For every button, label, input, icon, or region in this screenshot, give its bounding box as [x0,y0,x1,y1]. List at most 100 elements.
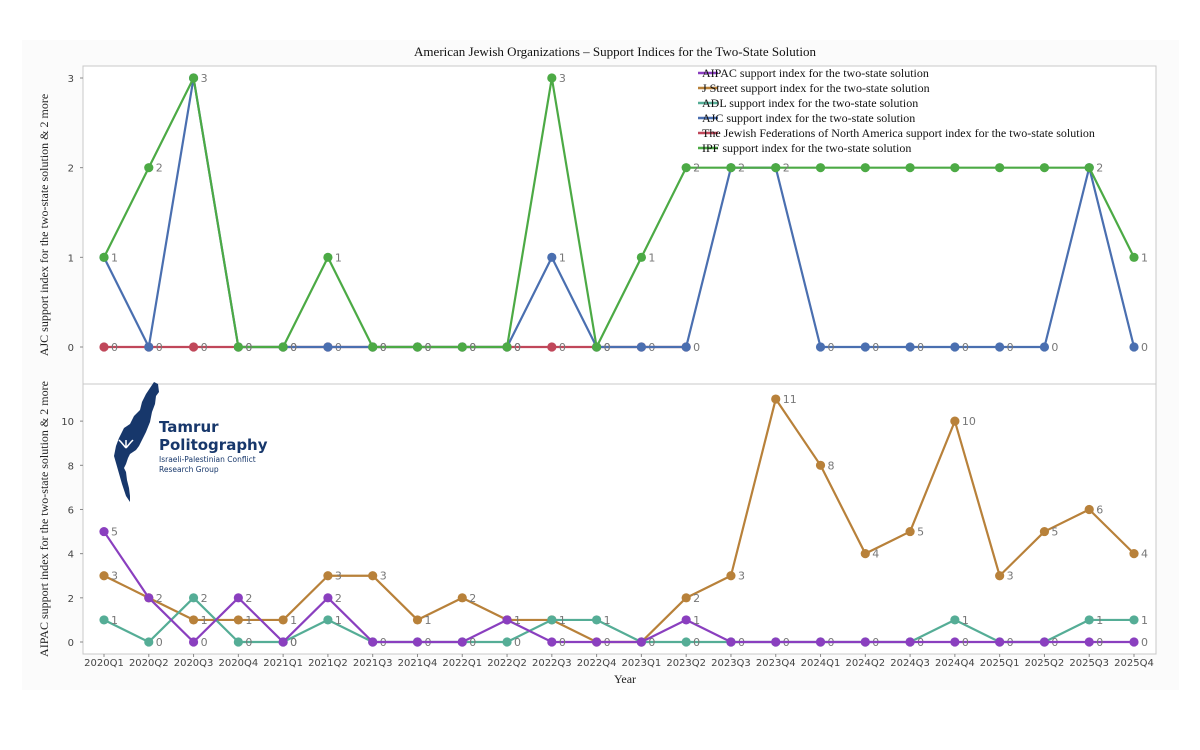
x-tick-label: 2022Q4 [577,658,617,669]
top-y-axis-title: AJC support index for the two-state solu… [37,94,51,356]
x-tick-label: 2022Q2 [487,658,527,669]
legend-entry: AJC support index for the two-state solu… [702,111,915,125]
data-label: 0 [469,341,476,354]
bottom-y-tick-label: 4 [68,550,74,561]
x-tick-label: 2023Q1 [622,658,662,669]
legend-entry: The Jewish Federations of North America … [702,126,1095,140]
x-tick-label: 2022Q3 [532,658,572,669]
data-point [771,163,781,173]
top-y-tick-label: 3 [68,74,74,85]
data-label: 0 [201,341,208,354]
data-label: 1 [1141,614,1148,627]
data-point [99,526,109,537]
data-point [950,615,960,625]
x-tick-label: 2021Q4 [398,658,438,669]
data-point [1084,163,1094,173]
legend: AIPAC support index for the two-state so… [698,66,1095,155]
data-label: 2 [156,592,163,605]
x-tick-label: 2022Q1 [442,658,482,669]
bottom-y-axis-title: AIPAC support index for the two-state so… [37,381,51,657]
data-label: 3 [111,570,118,583]
data-point [412,342,423,352]
data-point [592,342,602,352]
data-point [905,163,915,173]
bottom-y-tick-label: 8 [68,461,74,472]
series-line [103,76,1135,349]
data-label: 1 [559,614,566,627]
data-point [323,252,333,262]
data-label: 2 [783,162,790,175]
data-point [99,342,109,352]
data-label: 0 [111,341,118,354]
top-y-tick-label: 0 [68,343,74,354]
data-point [681,342,691,352]
data-point [457,342,467,352]
data-label: 0 [424,341,431,354]
data-point [412,615,423,625]
data-label: 0 [156,636,163,649]
data-point [368,342,378,352]
data-point [636,637,646,647]
data-label: 0 [290,636,297,649]
data-point [1084,615,1094,625]
x-tick-label: 2020Q3 [174,658,214,669]
data-point [1039,526,1050,537]
x-tick-label: 2024Q4 [935,658,975,669]
series-line [103,530,1134,644]
data-point [860,163,870,173]
data-label: 0 [962,636,969,649]
x-tick-label: 2021Q2 [308,658,348,669]
data-point [950,163,960,173]
data-point [950,416,960,426]
data-point [1129,549,1139,559]
series-top-2: 1 2 3 0 0 1 0 0 0 0 3 0 1 2 2 2 2 1 [99,72,1148,354]
data-point [144,342,154,352]
data-label: 1 [648,251,655,264]
data-point [99,615,109,625]
data-label: 0 [559,341,566,354]
x-tick-label: 2024Q3 [890,658,930,669]
data-label: 0 [469,636,476,649]
data-label: 6 [1096,503,1103,516]
data-label: 0 [559,636,566,649]
data-label: 0 [604,341,611,354]
data-point [905,342,915,352]
top-y-tick-label: 1 [68,253,74,264]
data-point [681,615,691,625]
x-tick-label: 2021Q3 [353,658,393,669]
data-point [144,593,154,603]
data-point [547,342,557,352]
data-label: 3 [380,570,387,583]
data-label: 0 [828,341,835,354]
data-label: 2 [156,162,163,175]
data-label: 0 [1096,636,1103,649]
legend-entry: ADL support index for the two-state solu… [702,96,918,110]
data-point [995,342,1005,352]
data-point [233,615,243,625]
data-point [99,571,109,581]
data-point [636,342,646,352]
data-label: 0 [872,341,879,354]
x-tick-label: 2025Q1 [980,658,1020,669]
data-label: 2 [335,592,342,605]
data-point [815,342,826,352]
data-point [1084,637,1094,647]
top-plot-area [82,65,1157,385]
data-point [457,637,467,647]
bottom-y-tick-label: 6 [68,505,74,516]
legend-entry: J Street support index for the two-state… [702,81,930,95]
data-point [726,571,736,581]
israel-map-icon [114,382,159,502]
bottom-y-tick-label: 10 [61,417,74,428]
data-label: 0 [514,341,521,354]
data-point [995,637,1005,647]
series-bottom-2: 5 2 0 2 0 2 1 0 1 0 0 0 [99,526,1148,649]
x-tick-label: 2023Q2 [666,658,706,669]
data-point [860,637,870,647]
data-point [233,637,243,647]
top-y-tick-label: 2 [68,164,74,175]
data-point [188,73,199,83]
data-point [547,252,557,262]
chart-svg: American Jewish Organizations – Support … [37,44,1157,686]
data-point [368,571,378,581]
